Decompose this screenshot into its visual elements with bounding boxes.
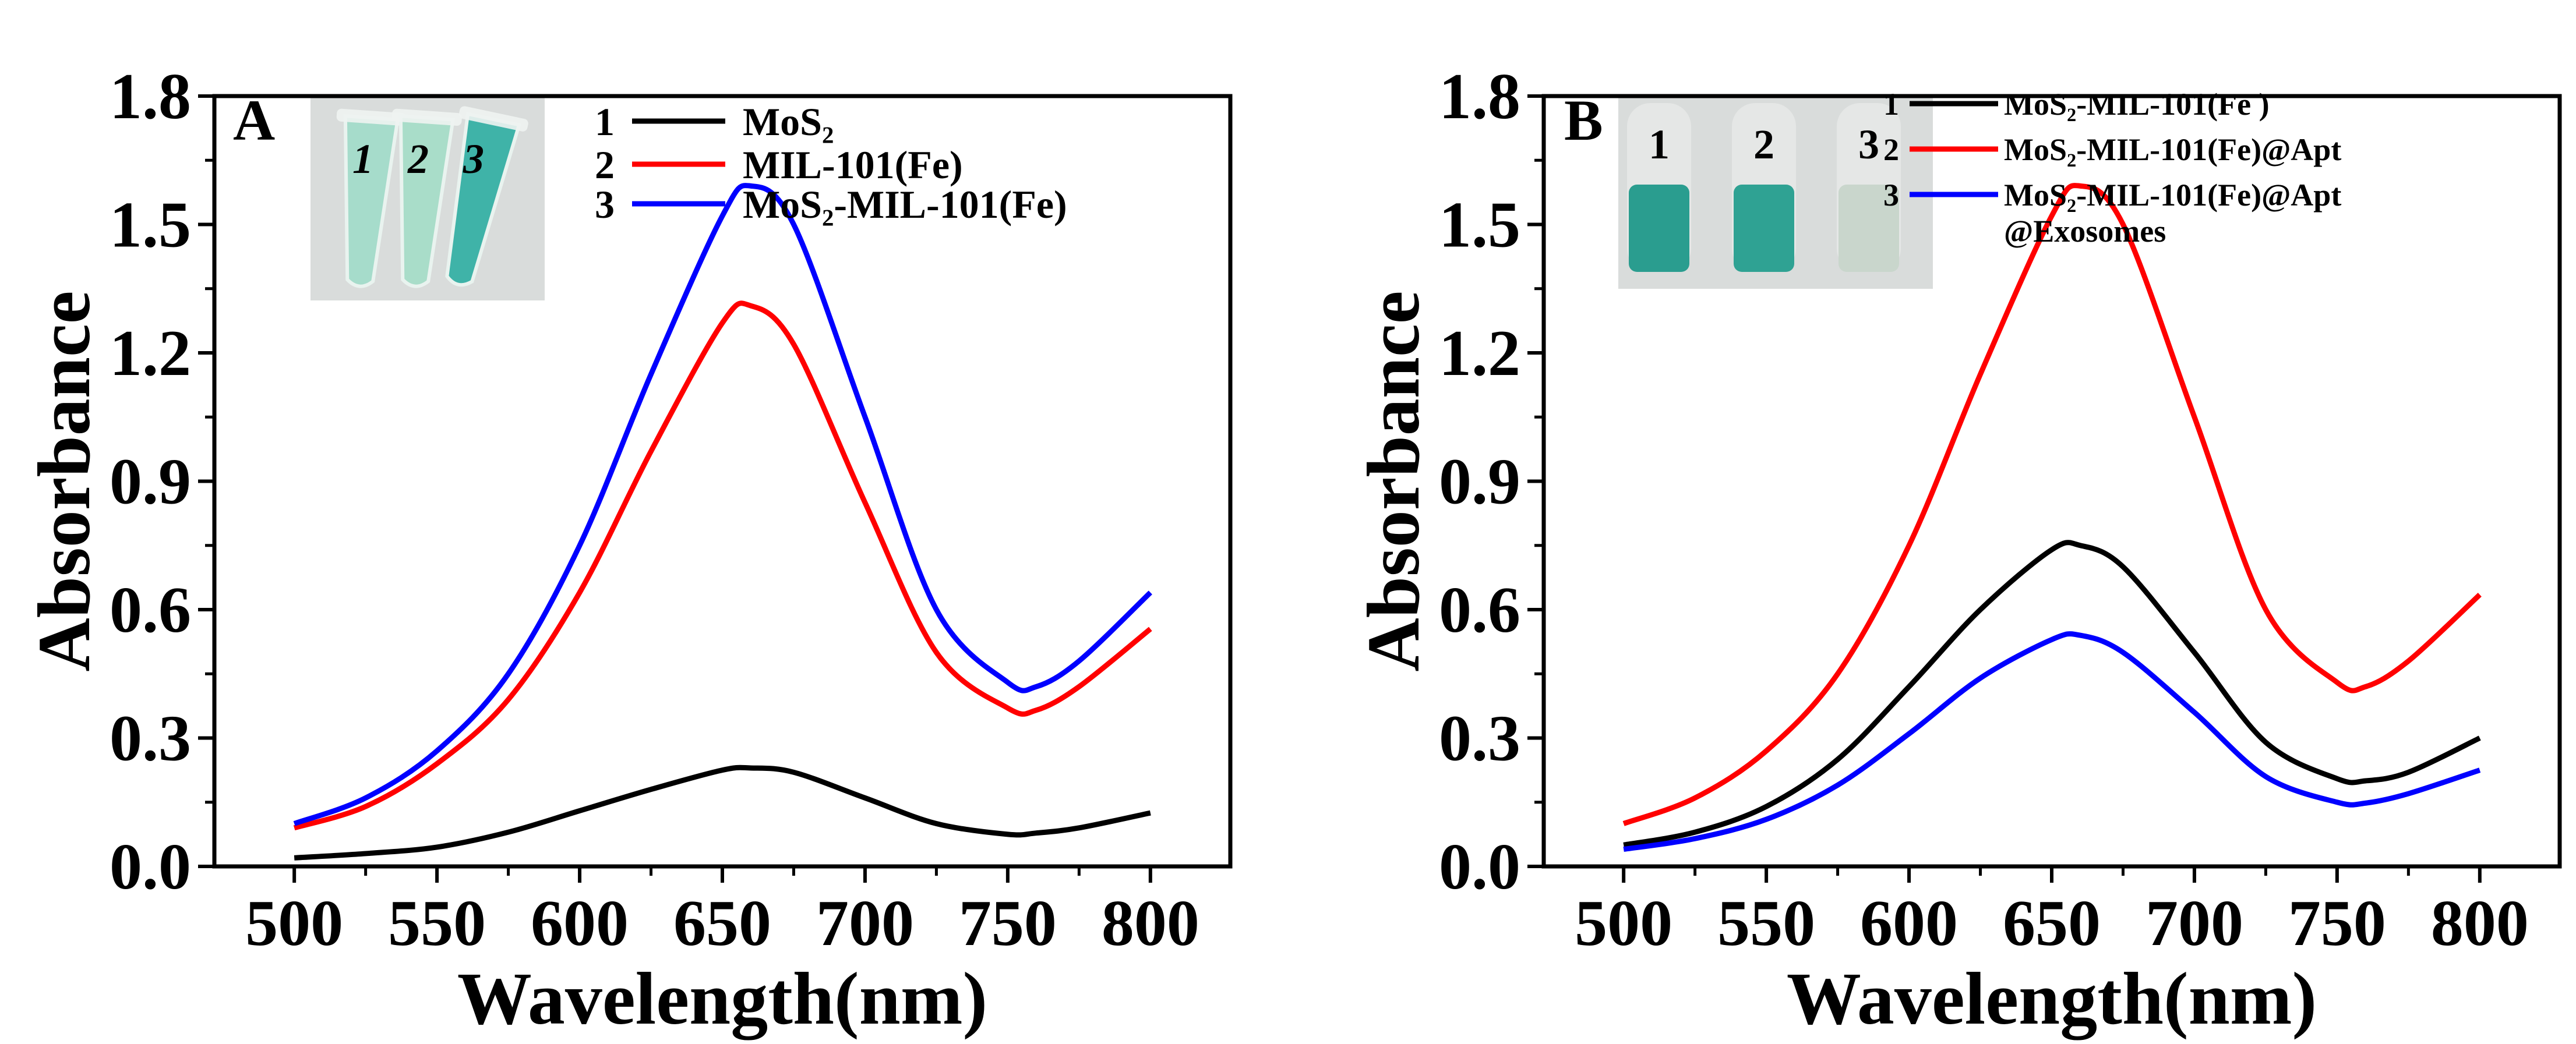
legend-index: 1 [1883,87,1899,122]
x-tick-label: 550 [1717,887,1815,960]
tube-cap [458,106,528,132]
tube-liquid [343,114,400,288]
y-axis-title: Absorbance [1352,291,1435,671]
y-tick-label: 1.8 [110,61,191,133]
y-tick-label: 0.6 [110,574,191,646]
tube-number-label: 2 [407,136,429,182]
y-tick-label: 0.3 [110,703,191,775]
x-axis-title: Wavelength(nm) [457,957,987,1040]
y-tick-label: 1.5 [1439,189,1520,261]
legend-index: 3 [595,182,615,227]
series-line-1 [1623,540,2481,848]
legend-label: MoS₂-MIL-101(Fe)@Apt [2004,178,2341,213]
legend-label-line2: @Exosomes [2004,214,2166,249]
legend-index: 3 [1883,178,1899,213]
tube-number-label: 3 [463,136,484,182]
tube-cap [336,108,407,126]
tube-number-label: 1 [352,136,373,182]
legend-label: MIL-101(Fe) [743,143,963,187]
legend-label: MoS₂-MIL-101(Fe)@Apt [2004,132,2341,167]
tube-number-label: 2 [1753,121,1774,168]
x-tick-label: 550 [388,887,486,960]
panel-label: B [1564,88,1603,153]
tube-liquid [1734,185,1794,272]
tube-liquid [1629,185,1689,272]
y-tick-label: 0.0 [1439,831,1520,903]
series-line-1 [294,765,1151,861]
series-line-3 [293,183,1152,826]
tube-liquid [398,114,456,288]
x-tick-label: 800 [1102,887,1199,960]
y-tick-label: 1.2 [1439,317,1520,390]
series-line-3 [1623,631,2481,852]
series-line-2 [1622,183,2482,826]
x-tick-label: 700 [2146,887,2243,960]
legend-index: 2 [595,143,615,187]
legend-index: 2 [1883,132,1899,167]
tube-liquid [1839,185,1899,272]
y-tick-label: 0.0 [110,831,191,903]
panel-label: A [233,88,275,153]
x-tick-label: 600 [531,887,629,960]
x-axis-title: Wavelength(nm) [1787,957,2317,1040]
x-tick-label: 600 [1860,887,1958,960]
legend-label: MoS₂ [743,100,834,144]
x-tick-label: 500 [1575,887,1672,960]
x-tick-label: 750 [959,887,1057,960]
y-tick-label: 0.9 [110,446,191,518]
tube-number-label: 1 [1649,121,1670,168]
y-tick-label: 0.3 [1439,703,1520,775]
x-tick-label: 750 [2288,887,2386,960]
tube [391,108,462,288]
x-tick-label: 650 [673,887,771,960]
y-tick-label: 1.5 [110,189,191,261]
y-tick-label: 1.2 [110,317,191,390]
series-line-2 [293,300,1152,831]
legend-label: MoS₂-MIL-101(Fe) [743,182,1067,227]
legend-index: 1 [595,100,615,144]
y-axis-title: Absorbance [23,291,105,671]
tube [336,108,407,288]
tube [445,106,528,287]
legend-label: MoS₂-MIL-101(Fe ) [2004,87,2270,122]
tube-liquid [445,112,521,287]
x-tick-label: 800 [2431,887,2529,960]
tube-number-label: 3 [1858,121,1879,168]
x-tick-label: 500 [245,887,343,960]
x-tick-label: 650 [2003,887,2101,960]
y-tick-label: 0.9 [1439,446,1520,518]
x-tick-label: 700 [816,887,914,960]
tube-cap [391,108,462,126]
y-tick-label: 0.6 [1439,574,1520,646]
y-tick-label: 1.8 [1439,61,1520,133]
